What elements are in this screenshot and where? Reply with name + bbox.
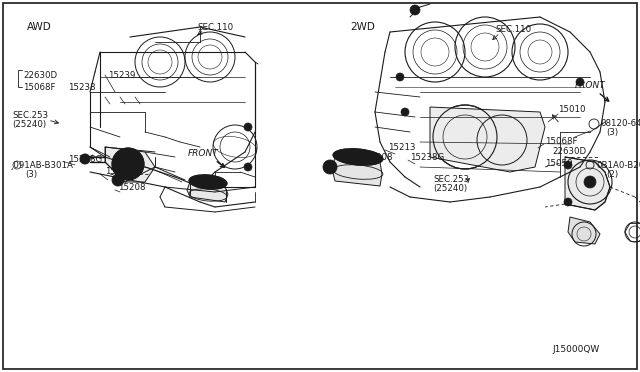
Text: FRONT: FRONT: [575, 80, 605, 90]
Circle shape: [80, 154, 90, 164]
Circle shape: [401, 108, 409, 116]
Text: 08120-64028: 08120-64028: [600, 119, 640, 128]
Circle shape: [396, 73, 404, 81]
Polygon shape: [430, 107, 545, 172]
Text: 15068F: 15068F: [23, 83, 56, 92]
Text: J15000QW: J15000QW: [553, 346, 600, 355]
Text: (3): (3): [25, 170, 37, 179]
Circle shape: [112, 174, 124, 186]
Text: 15213: 15213: [105, 167, 132, 176]
Text: (25240): (25240): [433, 183, 467, 192]
Circle shape: [112, 148, 144, 180]
Text: 22630D: 22630D: [552, 148, 586, 157]
Text: ¸091AB-B301A: ¸091AB-B301A: [10, 160, 74, 170]
Text: (25240): (25240): [12, 121, 46, 129]
Text: 15208: 15208: [118, 183, 145, 192]
Text: 15213: 15213: [388, 142, 415, 151]
Text: SEC.110: SEC.110: [495, 26, 531, 35]
Text: 15239: 15239: [108, 71, 136, 80]
Ellipse shape: [189, 175, 227, 189]
Text: 0B1A0-B201A: 0B1A0-B201A: [596, 160, 640, 170]
Text: 22630D: 22630D: [23, 71, 57, 80]
Text: SEC.110: SEC.110: [197, 22, 233, 32]
Text: 15068F: 15068F: [545, 138, 577, 147]
Text: SEC.253: SEC.253: [433, 174, 469, 183]
Circle shape: [244, 123, 252, 131]
Circle shape: [244, 163, 252, 171]
Text: 15050: 15050: [545, 160, 573, 169]
Polygon shape: [332, 157, 382, 186]
Circle shape: [410, 5, 420, 15]
Polygon shape: [187, 182, 228, 202]
Circle shape: [457, 129, 473, 145]
Text: 15238G: 15238G: [68, 154, 102, 164]
Text: 2WD: 2WD: [350, 22, 375, 32]
Circle shape: [584, 176, 596, 188]
Text: 15010: 15010: [558, 106, 586, 115]
Text: 15208: 15208: [365, 153, 392, 161]
Circle shape: [564, 198, 572, 206]
Circle shape: [576, 78, 584, 86]
Polygon shape: [568, 217, 600, 244]
Text: AWD: AWD: [27, 22, 52, 32]
Text: FRONT: FRONT: [188, 150, 219, 158]
Polygon shape: [565, 157, 610, 210]
Polygon shape: [105, 147, 155, 182]
Text: 15238: 15238: [68, 83, 95, 92]
Text: (3): (3): [606, 128, 618, 137]
Text: 15238G: 15238G: [410, 154, 444, 163]
Circle shape: [564, 161, 572, 169]
Circle shape: [323, 160, 337, 174]
Text: SEC.253: SEC.253: [12, 112, 48, 121]
Ellipse shape: [333, 149, 383, 165]
Text: (2): (2): [606, 170, 618, 179]
